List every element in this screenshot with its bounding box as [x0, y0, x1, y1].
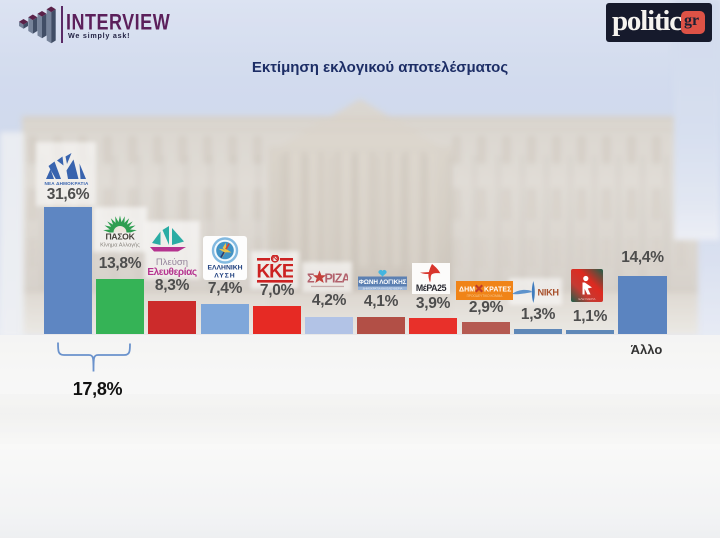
- svg-text:ΠΑΣΟΚ: ΠΑΣΟΚ: [106, 232, 136, 242]
- svg-text:ΛΥΣΗ: ΛΥΣΗ: [214, 273, 235, 280]
- svg-text:ΡΙΖΑ: ΡΙΖΑ: [325, 272, 349, 286]
- svg-text:Ελευθερίας: Ελευθερίας: [147, 267, 196, 278]
- svg-text:ΠΡΟΟΔΕΥΤΙΚΟ ΚΟΜΜΑ: ΠΡΟΟΔΕΥΤΙΚΟ ΚΟΜΜΑ: [467, 294, 504, 298]
- svg-text:KKE: KKE: [257, 262, 293, 283]
- svg-text:ΜέΡΑ25: ΜέΡΑ25: [416, 283, 447, 293]
- svg-text:Πλεύση: Πλεύση: [156, 257, 188, 268]
- svg-text:Σ: Σ: [307, 272, 315, 286]
- svg-text:Κίνημα Αλλαγής: Κίνημα Αλλαγής: [100, 242, 140, 249]
- svg-text:ΕΛΛΗΝΙΚΗ: ΕΛΛΗΝΙΚΗ: [207, 265, 242, 272]
- svg-text:ΦΩΝΗ ΛΟΓΙΚΗΣ: ΦΩΝΗ ΛΟΓΙΚΗΣ: [359, 279, 407, 286]
- svg-text:ΝΕΑ ΔΗΜΟΚΡΑΤΙΑ: ΝΕΑ ΔΗΜΟΚΡΑΤΙΑ: [45, 181, 89, 186]
- svg-text:ΔΗΜΟΚΡΑΤΙΑ ΚΑΙ ΕΛΕΥΘΕΡΙΑ: ΔΗΜΟΚΡΑΤΙΑ ΚΑΙ ΕΛΕΥΘΕΡΙΑ: [363, 286, 403, 290]
- svg-text:ΕΛΕΥΘΕΡΙΑ: ΕΛΕΥΘΕΡΙΑ: [578, 297, 595, 301]
- svg-text:ΔΗΜ: ΔΗΜ: [459, 287, 475, 294]
- svg-text:ΚΡΑΤΕΣ: ΚΡΑΤΕΣ: [484, 287, 511, 294]
- svg-text:ΝΙΚΗ: ΝΙΚΗ: [538, 288, 560, 298]
